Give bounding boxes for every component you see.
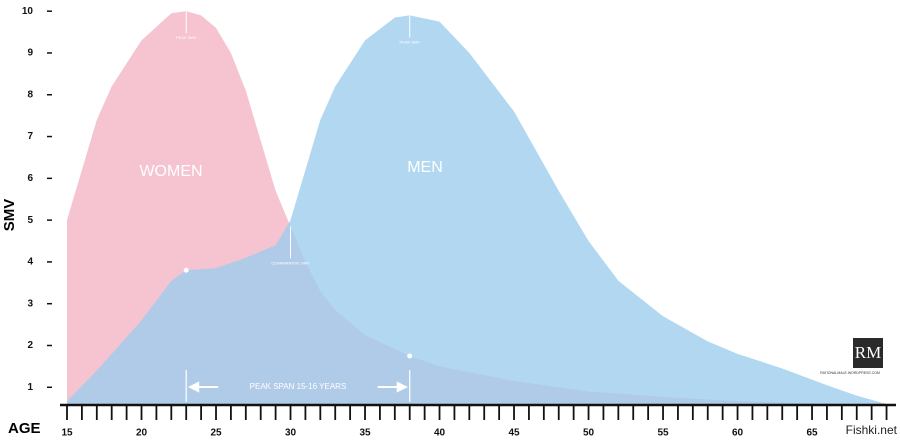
area xyxy=(67,15,887,404)
y-axis-label: SMV xyxy=(1,199,18,232)
logo-box xyxy=(853,338,883,368)
y-tick-label: 1 xyxy=(27,382,33,393)
x-tick-label: 30 xyxy=(285,428,297,439)
y-tick-label: 8 xyxy=(27,89,33,100)
x-axis-label: AGE xyxy=(8,420,41,437)
x-tick-label: 65 xyxy=(806,428,818,439)
x-tick-label: 35 xyxy=(359,428,371,439)
series-label: WOMEN xyxy=(139,163,202,180)
crossing-dot xyxy=(407,353,413,359)
span-arrow xyxy=(187,381,219,393)
crossing-dot xyxy=(183,267,189,273)
series-label: MEN xyxy=(407,159,443,176)
span-arrow xyxy=(377,381,408,393)
annotation-text: COMPARATIVE SMV xyxy=(271,260,310,265)
y-tick-label: 6 xyxy=(27,173,33,184)
y-tick-label: 9 xyxy=(27,48,33,59)
annotation-text: PEAK SMV xyxy=(399,39,420,44)
y-tick-label: 4 xyxy=(27,257,33,268)
y-tick-label: 7 xyxy=(27,131,33,142)
x-tick-label: 25 xyxy=(210,428,222,439)
x-tick-label: 45 xyxy=(508,428,520,439)
x-tick-label: 20 xyxy=(136,428,148,439)
annotation-text: PEAK SMV xyxy=(176,35,197,40)
x-tick-label: 40 xyxy=(434,428,446,439)
y-tick-label: 2 xyxy=(27,340,33,351)
x-tick-label: 55 xyxy=(657,428,669,439)
plot: WOMEN MEN PEAK SMV PEAK SMV COMPARATIVE SMV P… xyxy=(22,6,896,439)
y-tick-label: 3 xyxy=(27,298,33,309)
x-tick-label: 60 xyxy=(732,428,744,439)
logo-initials: RM xyxy=(855,343,881,362)
x-tick-label: 50 xyxy=(583,428,595,439)
y-tick-label: 5 xyxy=(27,215,33,226)
span-label: PEAK SPAN 15-16 YEARS xyxy=(250,382,347,391)
x-tick-label: 15 xyxy=(61,428,73,439)
logo: RM RATIONALMALE.WORDPRESS.COM xyxy=(820,338,883,375)
logo-site: RATIONALMALE.WORDPRESS.COM xyxy=(820,371,880,375)
y-tick-label: 10 xyxy=(22,6,34,17)
watermark: Fishki.net xyxy=(846,423,898,437)
